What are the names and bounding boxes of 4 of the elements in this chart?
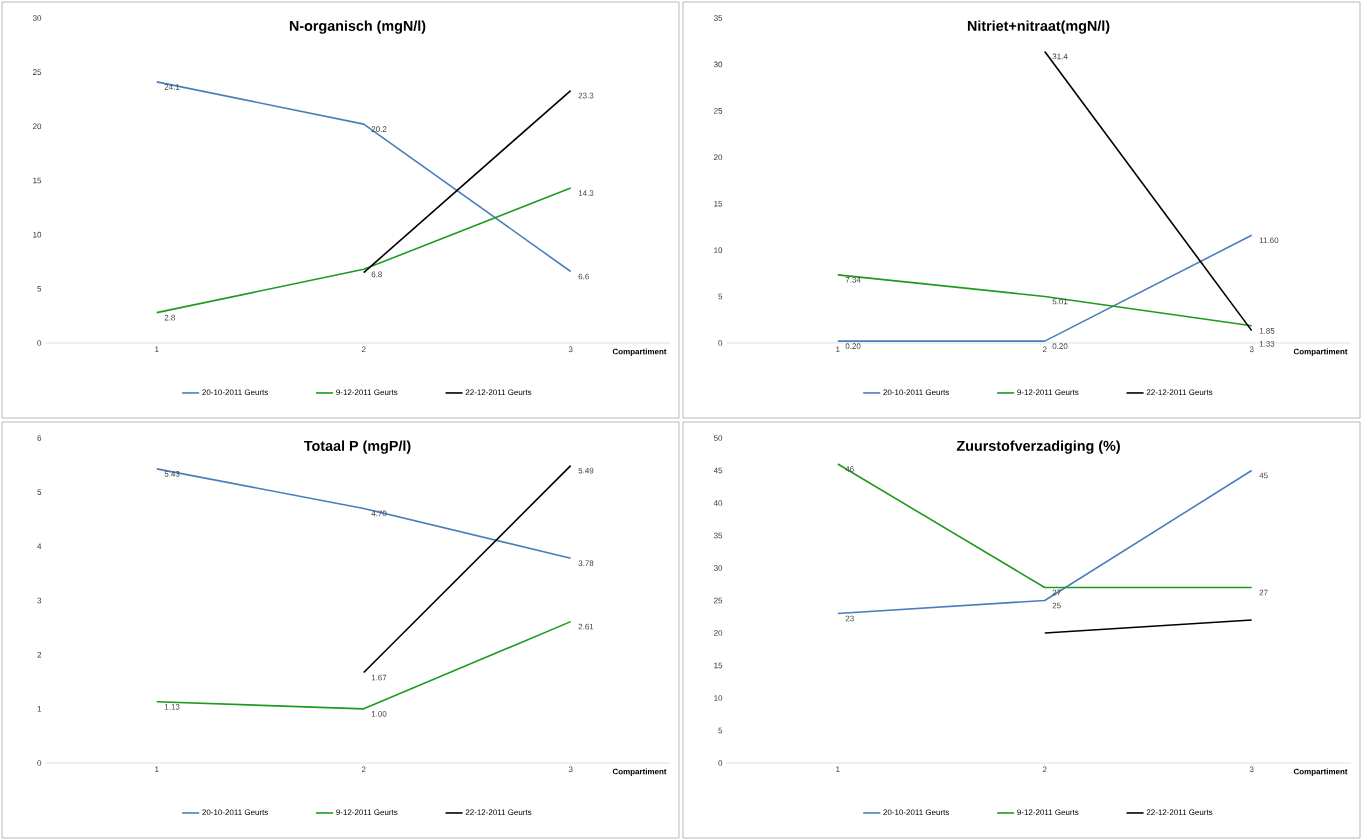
chart-title: Totaal P (mgP/l)	[304, 440, 411, 454]
chart-title: Zuurstofverzadiging (%)	[956, 440, 1120, 454]
chart-title: N-organisch (mgN/l)	[289, 20, 426, 34]
chart-title: Nitriet+nitraat(mgN/l)	[967, 20, 1110, 34]
